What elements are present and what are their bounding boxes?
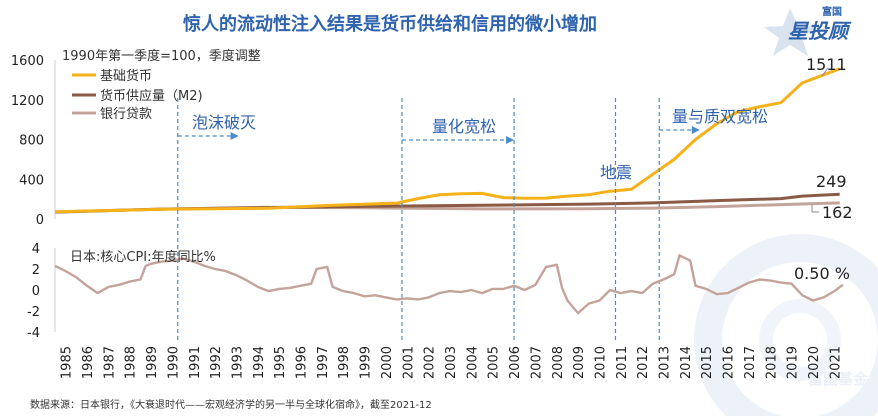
x-tick-label: 2019 <box>786 346 801 379</box>
x-tick-label: 1996 <box>295 346 310 379</box>
x-axis-years: 1985 1986 1987 1988 1989 1990 1991 1992 1993 1994… <box>60 346 844 379</box>
x-tick-label: 1998 <box>337 346 352 379</box>
end-label-loans: 162 <box>822 203 853 222</box>
annotation-earthquake: 地震 <box>600 163 632 182</box>
x-tick-label: 2021 <box>828 346 843 379</box>
bottom-y-axis: -4 -2 0 2 4 <box>27 242 56 341</box>
x-tick-label: 1993 <box>231 346 246 379</box>
bottom-y-tick-label: 4 <box>32 242 40 257</box>
x-tick-label: 1987 <box>102 346 117 379</box>
bottom-series <box>54 254 844 315</box>
brand-logo: 富国 星投顾 <box>764 5 852 56</box>
x-tick-label: 2020 <box>807 346 822 379</box>
top-y-tick-label: 800 <box>19 134 44 149</box>
phase-dividers <box>177 98 700 342</box>
bottom-y-tick-label: -2 <box>27 305 40 320</box>
source-note: 数据来源：日本银行，《大衰退时代——宏观经济学的另一半与全球化宿命》，截至202… <box>30 398 432 411</box>
x-tick-label: 2015 <box>700 346 715 379</box>
x-tick-label: 2002 <box>423 346 438 379</box>
x-tick-label: 2016 <box>722 346 737 379</box>
phase-label-qe: 量化宽松 <box>432 117 496 136</box>
legend-label-base: 基础货币 <box>100 68 152 84</box>
x-tick-label: 2003 <box>444 346 459 379</box>
x-tick-label: 1985 <box>60 346 75 379</box>
x-tick-label: 2013 <box>658 346 673 379</box>
x-tick-label: 1988 <box>124 346 139 379</box>
legend-label-loans: 银行贷款 <box>100 107 152 122</box>
top-y-tick-label: 400 <box>19 173 44 188</box>
phase-arrow-head <box>506 136 515 144</box>
x-tick-label: 1994 <box>252 346 267 379</box>
x-tick-label: 1999 <box>359 346 374 379</box>
bottom-y-tick-label: 0 <box>32 284 40 299</box>
legend: 基础货币 货币供应量（M2) 银行贷款 <box>72 68 203 122</box>
phase-arrow-head <box>230 132 239 140</box>
x-tick-label: 2009 <box>572 346 587 379</box>
brand-big: 星投顾 <box>788 19 852 43</box>
legend-label-m2: 货币供应量（M2) <box>100 88 203 104</box>
phase-arrow-head <box>691 126 700 134</box>
x-tick-label: 2006 <box>508 346 523 379</box>
top-series <box>54 67 841 214</box>
x-tick-label: 2004 <box>465 346 480 379</box>
brand-small: 富国 <box>822 5 842 18</box>
top-chart-note: 1990年第一季度=100，季度调整 <box>62 48 261 64</box>
bottom-y-tick-label: 2 <box>32 263 40 278</box>
watermark-inner <box>759 299 841 381</box>
x-tick-label: 2017 <box>743 346 758 379</box>
watermark-text: 富国基金 <box>808 370 869 388</box>
end-label-base: 1511 <box>806 55 847 74</box>
leader-base <box>821 67 829 77</box>
x-tick-label: 1997 <box>316 346 331 379</box>
top-y-axis: 0 400 800 1200 1600 <box>11 54 56 228</box>
x-tick-label: 2012 <box>636 346 651 379</box>
top-y-tick-label: 0 <box>36 213 44 228</box>
x-tick-label: 2001 <box>401 346 416 379</box>
phase-label-bubble: 泡沫破灭 <box>192 113 256 132</box>
x-tick-label: 1992 <box>209 346 224 379</box>
x-tick-label: 1995 <box>273 346 288 379</box>
top-y-tick-label: 1200 <box>11 94 44 109</box>
watermark-ring <box>694 234 878 416</box>
x-tick-label: 2010 <box>594 346 609 379</box>
series-line-cpi <box>54 254 844 315</box>
x-tick-label: 2018 <box>764 346 779 379</box>
series-line-base <box>54 67 841 214</box>
x-tick-label: 2014 <box>679 346 694 379</box>
end-label-cpi: 0.50 % <box>794 264 850 283</box>
x-tick-label: 2008 <box>551 346 566 379</box>
x-tick-label: 1990 <box>166 346 181 379</box>
x-tick-label: 2011 <box>615 346 630 379</box>
bottom-y-tick-label: -4 <box>27 326 40 341</box>
bottom-chart-note: 日本:核心CPI:年度同比% <box>70 249 216 265</box>
x-tick-label: 2007 <box>529 346 544 379</box>
x-tick-label: 1991 <box>188 346 203 379</box>
x-tick-label: 2005 <box>487 346 502 379</box>
x-tick-label: 2000 <box>380 346 395 379</box>
star-icon <box>764 8 817 56</box>
end-label-m2: 249 <box>816 172 847 191</box>
x-tick-label: 1986 <box>81 346 96 379</box>
phase-label-qqe: 量与质双宽松 <box>672 107 768 126</box>
x-tick-label: 1989 <box>145 346 160 379</box>
top-y-tick-label: 1600 <box>11 54 44 69</box>
page-title: 惊人的流动性注入结果是货币供给和信用的微小增加 <box>183 13 597 35</box>
watermark-logo: 富国基金 <box>694 234 878 416</box>
